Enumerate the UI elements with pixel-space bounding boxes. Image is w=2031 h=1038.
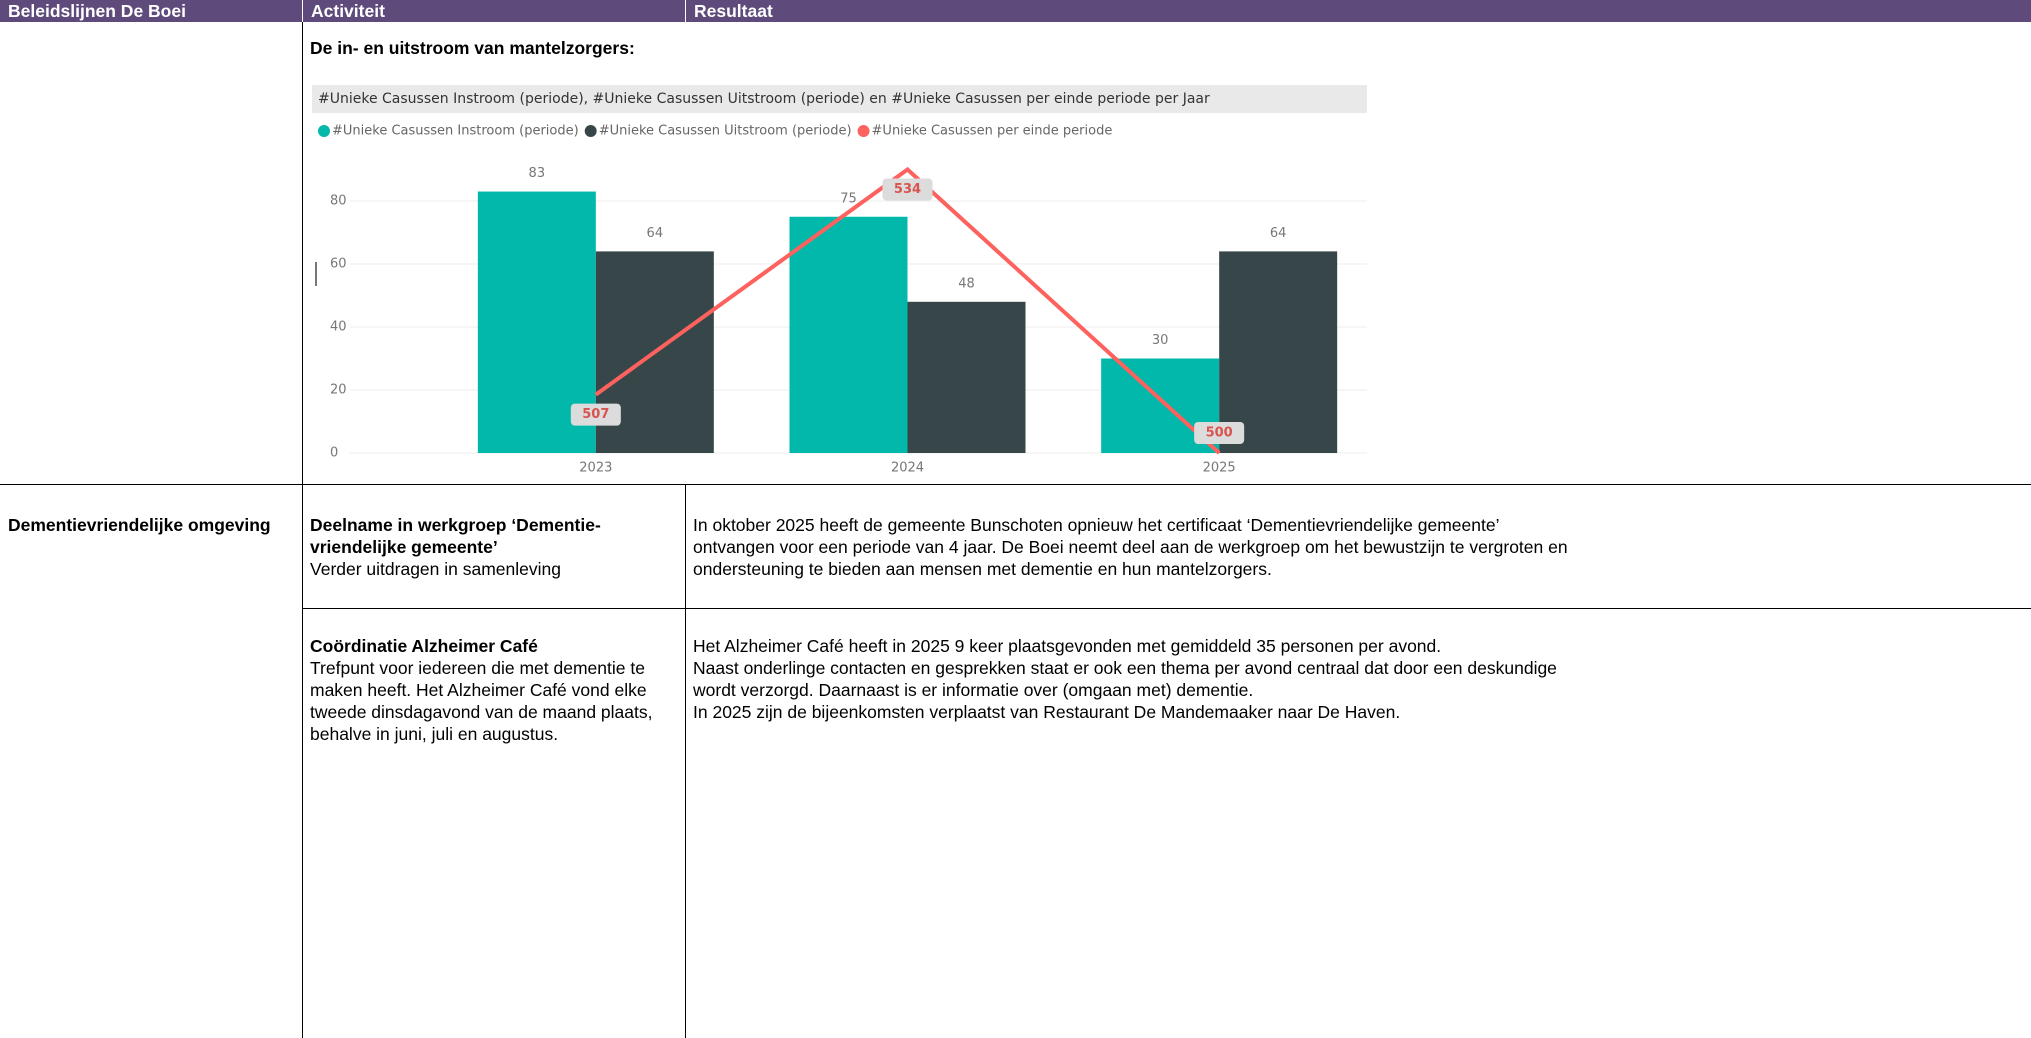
row-border [0, 484, 2031, 485]
x-tick-label: 2025 [1203, 461, 1236, 476]
data-label: 48 [958, 276, 975, 291]
data-label-box [1194, 422, 1245, 444]
line [594, 166, 1221, 455]
bar [789, 216, 908, 453]
legend-marker [857, 125, 870, 137]
chart: #Unieke Casussen Instroom (periode), #Un… [312, 85, 1367, 476]
chart-title-bar [312, 85, 1367, 113]
data-label: 83 [529, 166, 546, 181]
data-label: 64 [647, 226, 664, 241]
data-label: 534 [894, 182, 921, 197]
result: Het Alzheimer Café heeft in 2025 9 keer … [685, 633, 1581, 725]
data-label: 75 [840, 191, 857, 206]
chart-title: #Unieke Casussen Instroom (periode), #Un… [318, 91, 1210, 107]
activity: Coördinatie Alzheimer Café Trefpunt voor… [302, 633, 685, 747]
data-label-box [882, 178, 933, 201]
activity-title: Coördinatie Alzheimer Café [310, 636, 538, 656]
result-text: In oktober 2025 heeft de gemeente Bunsch… [693, 515, 1568, 579]
result-text: In 2025 zijn de bijeenkomsten verplaatst… [693, 702, 1401, 722]
section-heading: De in- en uitstroom van mantelzorgers: [310, 38, 635, 58]
header-cell: Beleidslijnen De Boei [0, 0, 302, 22]
policy-line: Dementievriendelijke omgeving [8, 515, 271, 535]
activity-text: Trefpunt voor iedereen die met dementie … [310, 658, 653, 744]
legend-label: #Unieke Casussen per einde periode [872, 124, 1113, 139]
data-label: 64 [1270, 226, 1287, 241]
bar [1219, 251, 1338, 453]
activity: Deelname in werkgroep ‘Dementie-vriendel… [302, 512, 685, 582]
y-tick-label: 80 [330, 194, 347, 209]
activity-title: Deelname in werkgroep ‘Dementie-vriendel… [310, 515, 601, 557]
activity-text: Verder uitdragen in samenleving [310, 559, 561, 579]
row-border [302, 608, 2031, 609]
x-tick-label: 2023 [579, 461, 612, 476]
legend-marker [318, 125, 330, 137]
column-border [302, 22, 303, 1038]
y-tick-label: 0 [330, 446, 338, 461]
column-border [685, 484, 686, 1038]
data-label-box [570, 403, 621, 426]
result-text: Het Alzheimer Café heeft in 2025 9 keer … [693, 636, 1442, 656]
result: In oktober 2025 heeft de gemeente Bunsch… [685, 512, 1581, 582]
y-tick-label: 40 [330, 320, 347, 335]
data-label: 500 [1206, 426, 1233, 441]
data-label: 30 [1152, 333, 1169, 348]
y-tick-label: 60 [330, 257, 347, 272]
y-tick-label: 20 [330, 383, 347, 398]
data-label: 507 [582, 407, 609, 422]
header-cell: Resultaat [685, 0, 2031, 22]
legend-label: #Unieke Casussen Instroom (periode) [332, 124, 579, 139]
result-text: Naast onderlinge contacten en gesprekken… [693, 658, 1557, 700]
header-cell: Activiteit [302, 0, 685, 22]
bar [907, 301, 1026, 453]
legend-label: #Unieke Casussen Uitstroom (periode) [599, 124, 852, 139]
x-tick-label: 2024 [891, 461, 924, 476]
legend-marker [584, 125, 597, 137]
